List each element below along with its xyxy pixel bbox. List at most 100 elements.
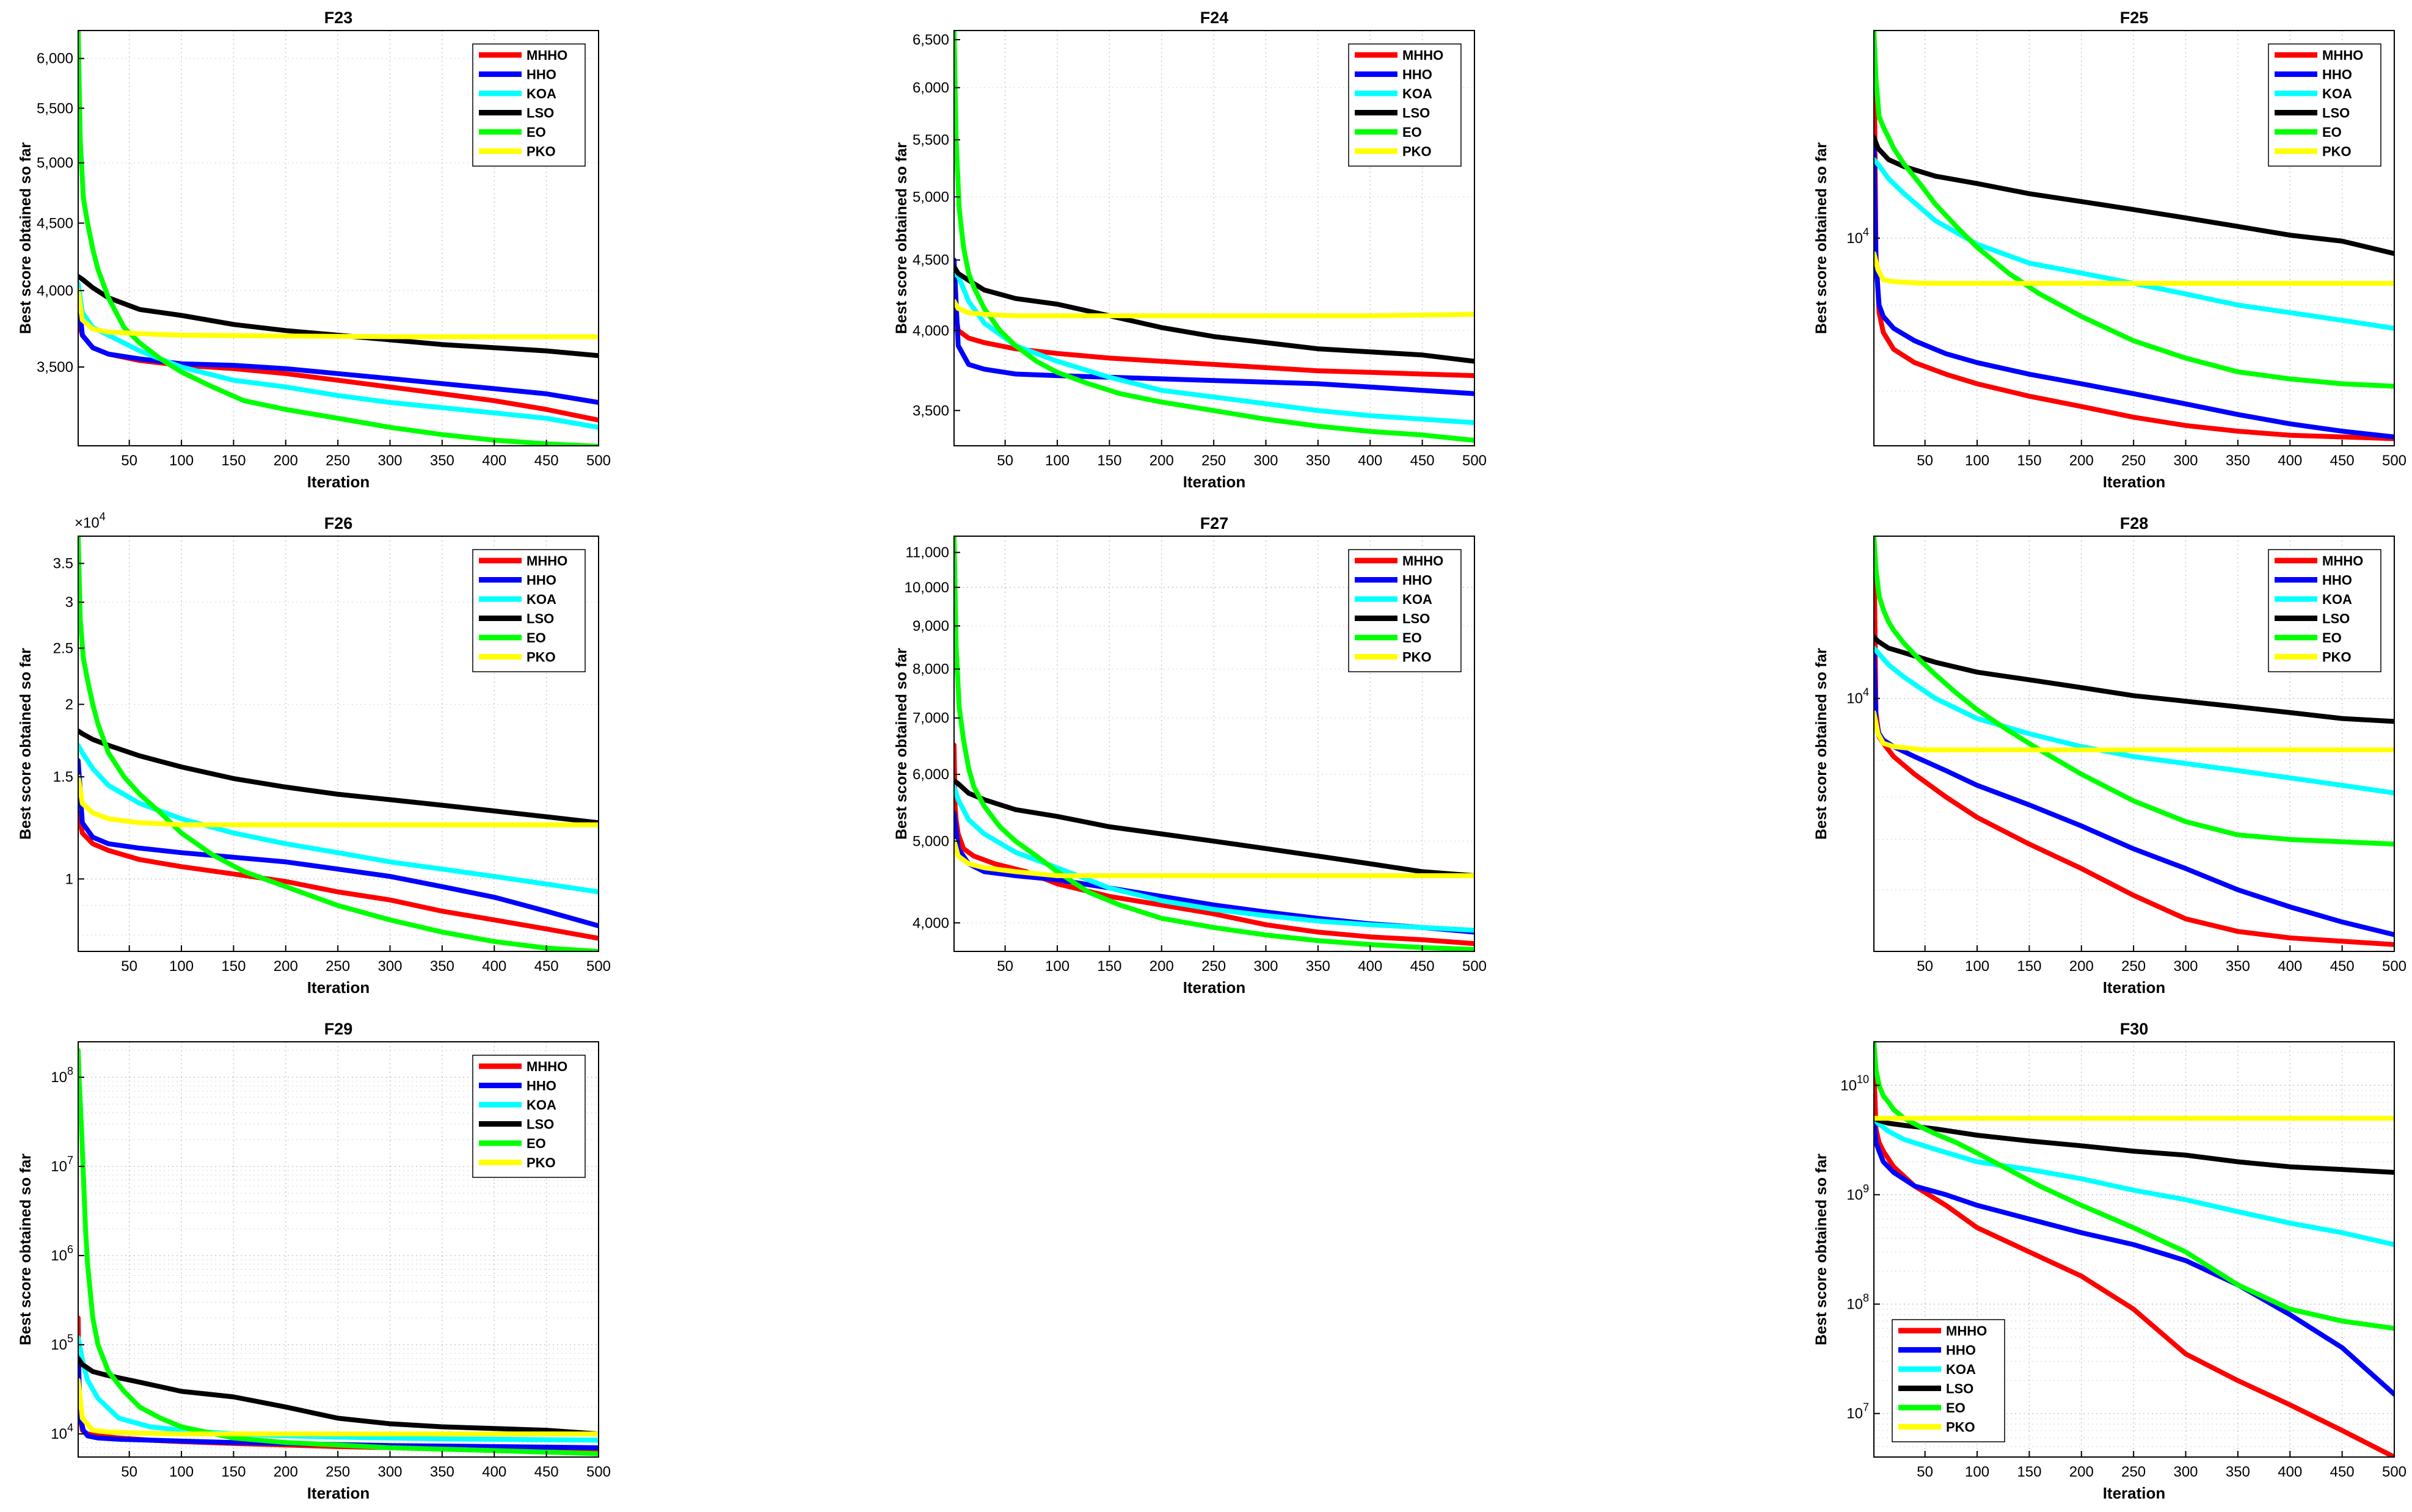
y-tick-label: 6,000 bbox=[37, 51, 73, 67]
y-tick-label: 6,000 bbox=[913, 80, 949, 96]
x-tick-label: 350 bbox=[1306, 453, 1330, 469]
x-tick-label: 50 bbox=[1917, 453, 1933, 469]
x-tick-label: 50 bbox=[121, 1464, 137, 1480]
x-tick-label: 400 bbox=[482, 958, 506, 975]
x-tick-label: 450 bbox=[2330, 1464, 2355, 1480]
legend: MHHO HHO KOA LSO EO PKO bbox=[1348, 549, 1462, 672]
x-tick-label: 200 bbox=[274, 1464, 298, 1480]
x-tick-label: 400 bbox=[482, 453, 506, 469]
y-tick-label: 5,500 bbox=[37, 100, 73, 117]
y-tick-label: 3,500 bbox=[913, 402, 949, 419]
legend-label-lso: LSO bbox=[2322, 611, 2350, 627]
y-tick-label: 109 bbox=[1846, 1182, 1869, 1203]
legend-label-lso: LSO bbox=[1402, 106, 1430, 121]
x-tick-label: 300 bbox=[1253, 958, 1278, 975]
legend-label-koa: KOA bbox=[2322, 592, 2352, 607]
legend-label-eo: EO bbox=[2322, 630, 2342, 645]
legend-label-hho: HHO bbox=[2322, 67, 2352, 82]
x-tick-label: 100 bbox=[169, 1464, 194, 1480]
series-line-hho bbox=[78, 1351, 599, 1450]
x-tick-label: 250 bbox=[2121, 1464, 2146, 1480]
x-tick-label: 400 bbox=[2278, 1464, 2302, 1480]
y-tick-label: 1010 bbox=[1840, 1073, 1869, 1094]
y-tick-label: 105 bbox=[51, 1332, 73, 1353]
legend-label-hho: HHO bbox=[526, 1078, 556, 1094]
x-axis-label: Iteration bbox=[307, 473, 370, 491]
chart-panel-f27: 50 100 150 200 250 300 350 400 450 500 4,000 5,000 6… bbox=[893, 514, 1487, 997]
legend: MHHO HHO KOA LSO EO PKO bbox=[2268, 43, 2381, 167]
legend-box bbox=[1348, 43, 1462, 167]
x-tick-label: 150 bbox=[2017, 453, 2041, 469]
legend-label-eo: EO bbox=[526, 125, 546, 140]
y-tick-label: 108 bbox=[1846, 1292, 1869, 1313]
x-tick-label: 500 bbox=[2382, 1464, 2407, 1480]
x-tick-label: 300 bbox=[1253, 453, 1278, 469]
series-line-lso bbox=[78, 1356, 599, 1437]
x-tick-label: 250 bbox=[326, 453, 350, 469]
legend: MHHO HHO KOA LSO EO PKO bbox=[472, 43, 586, 167]
x-tick-label: 100 bbox=[1965, 1464, 1989, 1480]
chart-panel-f30: 50 100 150 200 250 300 350 400 450 500 107 108 109 10… bbox=[1813, 1020, 2407, 1502]
y-tick-label: 1 bbox=[65, 871, 73, 887]
chart-panel-f23: 50 100 150 200 250 300 350 400 450 500 3,500 4,000 4… bbox=[17, 9, 611, 491]
x-tick-label: 250 bbox=[1201, 453, 1226, 469]
legend-label-mhho: MHHO bbox=[2322, 48, 2363, 63]
x-tick-label: 500 bbox=[2382, 958, 2407, 975]
series-line-hho bbox=[954, 257, 1474, 396]
series-line-eo bbox=[954, 31, 1474, 443]
x-tick-label: 300 bbox=[2173, 453, 2198, 469]
series-line-hho bbox=[78, 758, 599, 929]
axis-multiplier: ×104 bbox=[75, 511, 106, 531]
series-line-pko bbox=[78, 1378, 599, 1437]
legend-label-hho: HHO bbox=[1402, 67, 1432, 82]
y-axis-label: Best score obtained so far bbox=[17, 1154, 34, 1345]
x-tick-label: 50 bbox=[121, 453, 137, 469]
legend-label-mhho: MHHO bbox=[1402, 48, 1443, 63]
legend-label-lso: LSO bbox=[526, 1117, 554, 1132]
legend-label-mhho: MHHO bbox=[526, 1059, 567, 1074]
x-tick-label: 500 bbox=[586, 958, 611, 975]
legend-label-pko: PKO bbox=[1402, 144, 1432, 159]
series-line-hho bbox=[1874, 135, 2394, 440]
y-tick-label: 9,000 bbox=[913, 618, 949, 634]
x-tick-label: 100 bbox=[169, 453, 194, 469]
legend-label-hho: HHO bbox=[2322, 573, 2352, 588]
y-tick-label: 5,000 bbox=[913, 833, 949, 849]
y-axis-label: Best score obtained so far bbox=[1813, 142, 1830, 334]
y-tick-label: 4,500 bbox=[37, 215, 73, 231]
x-tick-label: 450 bbox=[534, 1464, 559, 1480]
y-tick-label: 2 bbox=[65, 696, 73, 713]
x-axis-label: Iteration bbox=[2103, 473, 2166, 491]
legend-label-hho: HHO bbox=[1402, 573, 1432, 588]
legend-label-koa: KOA bbox=[526, 1097, 556, 1113]
y-tick-label: 11,000 bbox=[905, 545, 949, 561]
chart-title: F24 bbox=[1200, 9, 1229, 27]
chart-panel-f29: 50 100 150 200 250 300 350 400 450 500 104 105 106 10… bbox=[17, 1020, 611, 1502]
legend-label-koa: KOA bbox=[526, 592, 556, 607]
series-line-koa bbox=[1874, 157, 2394, 331]
x-tick-label: 350 bbox=[430, 453, 454, 469]
chart-title: F29 bbox=[324, 1020, 353, 1038]
x-tick-label: 450 bbox=[2330, 958, 2355, 975]
legend: MHHO HHO KOA LSO EO PKO bbox=[1892, 1319, 2005, 1442]
series-line-koa bbox=[1874, 1116, 2394, 1248]
series-line-hho bbox=[78, 288, 599, 405]
series-lines bbox=[78, 31, 599, 446]
legend-box bbox=[1892, 1319, 2005, 1442]
y-tick-label: 104 bbox=[1846, 686, 1869, 707]
series-line-lso bbox=[78, 728, 599, 826]
x-tick-label: 300 bbox=[377, 453, 402, 469]
y-tick-label: 4,500 bbox=[913, 252, 949, 269]
legend-label-eo: EO bbox=[1402, 125, 1422, 140]
chart-panel-f24: 50 100 150 200 250 300 350 400 450 500 3,500 4,000 4… bbox=[893, 9, 1487, 491]
legend-label-lso: LSO bbox=[526, 106, 554, 121]
legend-label-eo: EO bbox=[526, 630, 546, 645]
legend-label-pko: PKO bbox=[526, 650, 556, 665]
legend-label-hho: HHO bbox=[526, 573, 556, 588]
legend-label-koa: KOA bbox=[1402, 86, 1432, 101]
x-tick-label: 350 bbox=[1306, 958, 1330, 975]
x-axis-label: Iteration bbox=[1183, 978, 1246, 997]
legend-box bbox=[1348, 549, 1462, 672]
y-tick-label: 106 bbox=[51, 1243, 73, 1264]
series-line-pko bbox=[954, 838, 1474, 878]
